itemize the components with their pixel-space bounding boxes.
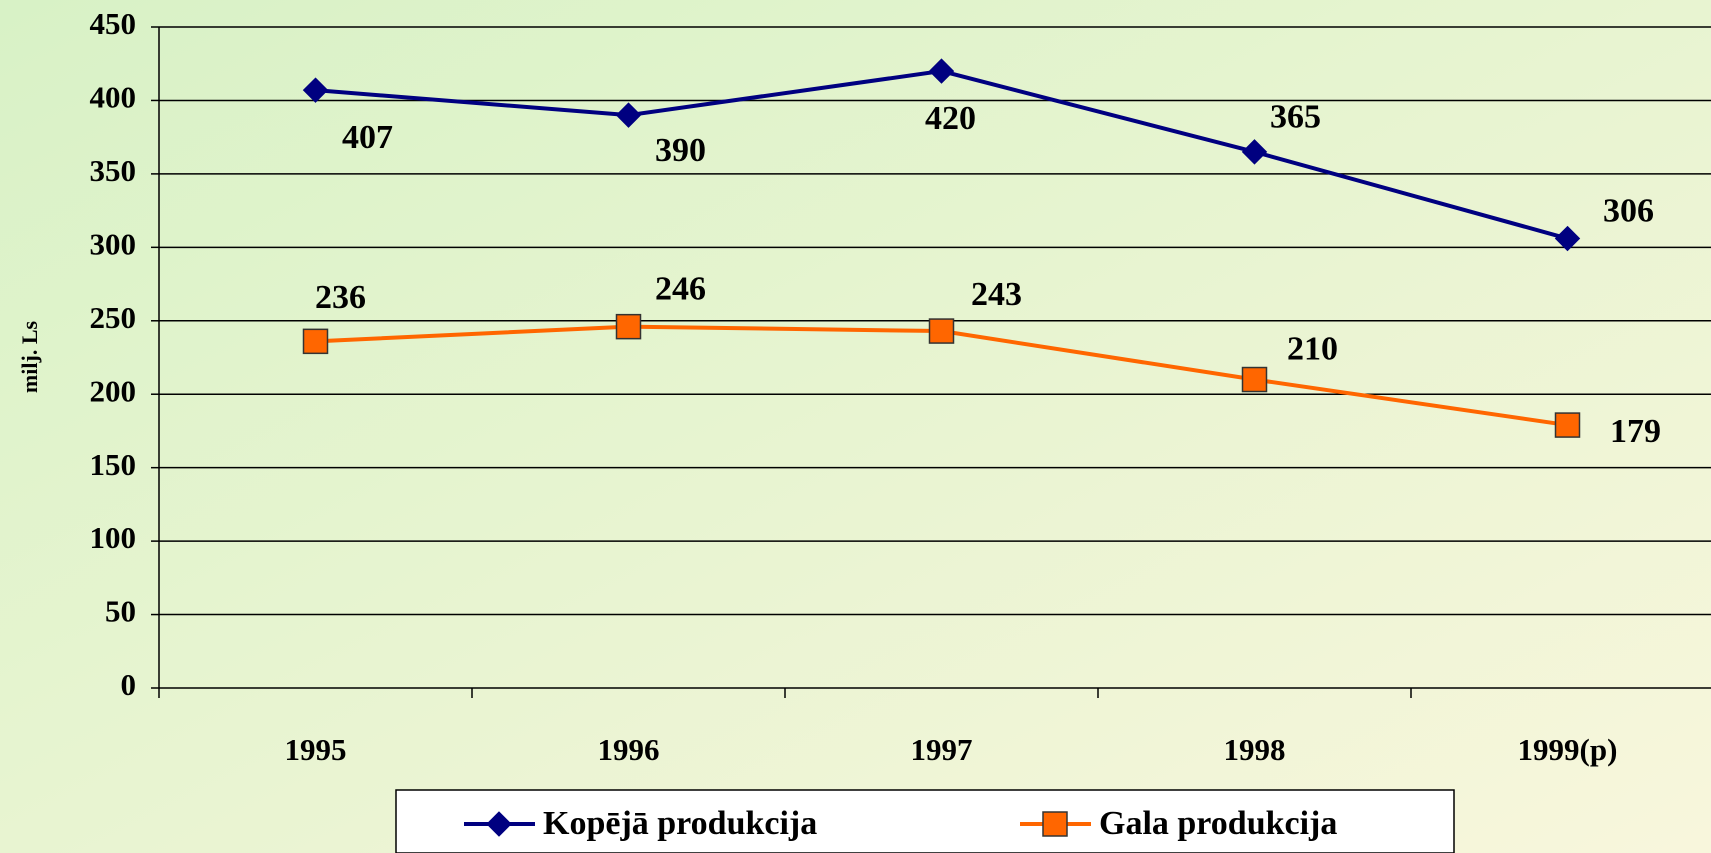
marker bbox=[302, 328, 329, 355]
marker bbox=[302, 77, 329, 103]
marker bbox=[1554, 412, 1581, 438]
data-label: 420 bbox=[925, 100, 976, 137]
legend-box bbox=[395, 789, 1455, 853]
data-label: 179 bbox=[1610, 413, 1661, 450]
y-tick-label: 400 bbox=[90, 80, 137, 115]
x-tick-label: 1998 bbox=[1224, 732, 1286, 767]
y-tick-label: 50 bbox=[105, 594, 136, 629]
marker bbox=[1241, 366, 1268, 393]
data-label: 407 bbox=[342, 119, 393, 156]
y-axis-title: milj. Ls bbox=[17, 321, 42, 394]
data-label: 243 bbox=[971, 276, 1022, 313]
data-label: 246 bbox=[655, 270, 706, 307]
marker bbox=[928, 58, 955, 84]
y-tick-label: 250 bbox=[90, 300, 137, 335]
y-tick-label: 200 bbox=[90, 373, 137, 408]
marker bbox=[928, 318, 955, 344]
marker bbox=[1554, 225, 1581, 252]
data-label: 306 bbox=[1603, 192, 1654, 229]
marker bbox=[615, 102, 642, 128]
y-tick-label: 0 bbox=[121, 667, 137, 702]
y-tick-label: 350 bbox=[90, 153, 137, 188]
marker bbox=[486, 811, 512, 837]
data-label: 390 bbox=[655, 132, 706, 169]
x-tick-label: 1996 bbox=[598, 732, 660, 767]
marker bbox=[1042, 811, 1068, 837]
x-tick-label: 1999(p) bbox=[1518, 732, 1618, 767]
data-label: 210 bbox=[1287, 330, 1338, 367]
marker bbox=[1241, 139, 1268, 165]
data-label: 236 bbox=[315, 279, 366, 316]
x-tick-label: 1997 bbox=[911, 732, 973, 767]
data-label: 365 bbox=[1270, 99, 1321, 136]
y-tick-label: 150 bbox=[90, 447, 137, 482]
y-tick-label: 450 bbox=[90, 6, 137, 41]
legend-label: Kopējā produkcija bbox=[543, 805, 817, 842]
y-tick-label: 100 bbox=[90, 520, 137, 555]
legend-label: Gala produkcija bbox=[1099, 805, 1337, 842]
x-tick-label: 1995 bbox=[285, 732, 347, 767]
y-tick-label: 300 bbox=[90, 226, 137, 261]
marker bbox=[615, 313, 642, 340]
